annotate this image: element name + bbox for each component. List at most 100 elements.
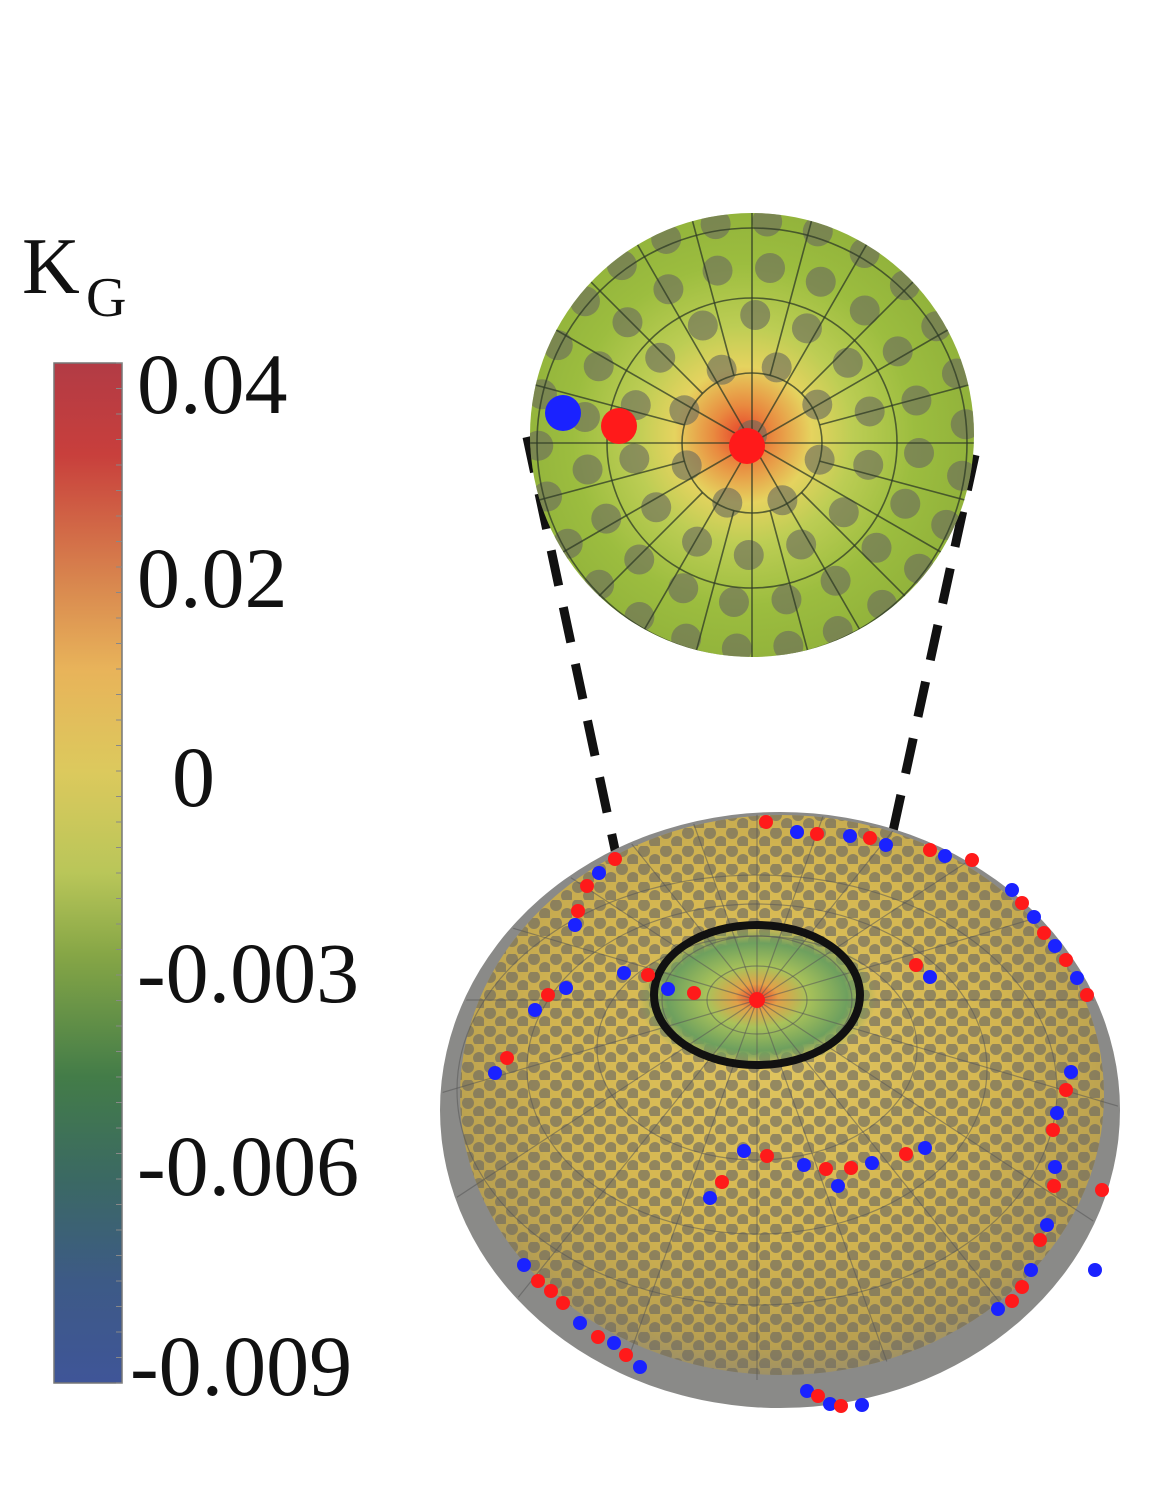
cap-particle: [849, 295, 880, 326]
shell-negative-defect: [823, 1397, 837, 1411]
shell-positive-defect: [544, 1284, 558, 1298]
shell-positive-defect: [863, 831, 877, 845]
shell-negative-defect: [879, 838, 893, 852]
cap-particle: [740, 300, 771, 331]
shell-mesh-spoke: [756, 999, 1118, 1119]
shell-positive-defect: [834, 1399, 848, 1413]
shell-negative-defect: [918, 1141, 932, 1155]
colorbar-gradient: [53, 362, 123, 1384]
shell-positive-defect: [608, 852, 622, 866]
shell-positive-defect: [580, 879, 594, 893]
shell-center-defect: [749, 992, 765, 1008]
shell-positive-defect: [923, 843, 937, 857]
cap-mesh-spoke: [751, 442, 868, 643]
cap-mesh-spoke: [800, 279, 916, 395]
shell-negative-defect: [568, 918, 582, 932]
shell-positive-defect: [1033, 1233, 1047, 1247]
cap-mesh-spoke: [769, 510, 813, 657]
shell-positive-defect: [715, 1175, 729, 1189]
cap-mesh-spoke: [552, 327, 753, 444]
shell-negative-defect: [1070, 971, 1084, 985]
cap-mesh-spoke: [530, 382, 685, 426]
shell-mesh-spoke: [756, 999, 1098, 1224]
cap-particle: [702, 255, 733, 286]
shell-negative-defect: [1027, 910, 1041, 924]
shell-mesh-spoke: [442, 999, 758, 1224]
shell-mesh-spoke: [756, 999, 1005, 1308]
cap-particle: [612, 307, 643, 338]
shell-negative-defect: [923, 970, 937, 984]
shell-positive-defect: [844, 1161, 858, 1175]
cap-particle: [721, 633, 752, 657]
shell-mesh-spoke: [442, 881, 758, 1001]
cap-particle: [718, 587, 749, 618]
shell-positive-defect: [810, 827, 824, 841]
cap-particles: [530, 213, 974, 657]
cap-mesh-spoke: [769, 220, 813, 376]
shell-positive-defect: [1037, 926, 1051, 940]
shell-positive-defect: [687, 986, 701, 1000]
cap-particle: [828, 497, 859, 528]
cap-particle: [572, 454, 603, 485]
cap-mesh-spoke: [800, 491, 916, 607]
shell-mesh-spoke: [509, 999, 758, 1308]
shell-negative-defect: [661, 982, 675, 996]
cap-particle: [752, 213, 783, 237]
colorbar-label-3: -0.003: [137, 925, 359, 1021]
colorbar-label-1: 0.02: [137, 530, 288, 626]
cap-particle: [890, 488, 921, 519]
shell-negative-defect: [1048, 939, 1062, 953]
shell-positive-defect: [1005, 1294, 1019, 1308]
cap-particle: [853, 449, 884, 480]
shell-positive-defect: [531, 1274, 545, 1288]
cap-particle: [805, 266, 836, 297]
cap-particle: [687, 310, 718, 341]
cap-particle: [822, 616, 853, 647]
cap-mesh-spoke: [751, 442, 952, 559]
cap-particle: [882, 336, 913, 367]
cap-mesh-spoke: [691, 220, 735, 376]
cap-particle: [591, 503, 622, 534]
shell-mesh-spoke: [442, 999, 758, 1119]
shell-negative-defect: [1005, 883, 1019, 897]
cap-mesh-spoke: [636, 243, 753, 444]
shell-positive-defect: [899, 1147, 913, 1161]
shell-negative-defect: [855, 1398, 869, 1412]
shell-negative-defect: [517, 1258, 531, 1272]
cap-particle: [682, 526, 713, 557]
cap-mesh-spoke: [751, 243, 868, 444]
shell-mesh-spoke: [756, 814, 1098, 1001]
colorbar-label-4: -0.006: [137, 1118, 359, 1214]
shell-positive-defect: [571, 904, 585, 918]
cap-particle: [901, 385, 932, 416]
cap-mesh-spoke: [751, 327, 952, 444]
shell-positive-defect: [1047, 1179, 1061, 1193]
cap-particle: [569, 286, 600, 317]
cap-particle: [619, 443, 650, 474]
zoomed-cap: [530, 213, 974, 657]
shell-positive-defect: [1059, 1083, 1073, 1097]
shell-positive-defect: [760, 1149, 774, 1163]
shell-negative-defect: [800, 1384, 814, 1398]
cap-particle: [832, 347, 863, 378]
shell-positive-defect: [965, 853, 979, 867]
cap-mesh-spoke: [530, 460, 685, 504]
cap-particle: [889, 270, 920, 301]
cap-particle: [530, 430, 554, 461]
shell-positive-defect: [1080, 988, 1094, 1002]
shell-mesh-spoke: [509, 814, 758, 1001]
shell-negative-defect: [790, 825, 804, 839]
cap-particle: [583, 351, 614, 382]
shell-negative-defect: [737, 1144, 751, 1158]
cap-particle: [941, 358, 972, 389]
colorbar-title-subscript: G: [86, 267, 126, 329]
cap-particle: [771, 584, 802, 615]
shell-positive-defect: [819, 1162, 833, 1176]
shell-positive-defect: [811, 1389, 825, 1403]
shell-negative-defect: [797, 1158, 811, 1172]
shell-positive-defect: [1059, 953, 1073, 967]
shell-defect-chains: [488, 815, 1109, 1413]
cap-mesh-spoke: [691, 510, 735, 657]
oblate-shell: [440, 812, 1120, 1413]
